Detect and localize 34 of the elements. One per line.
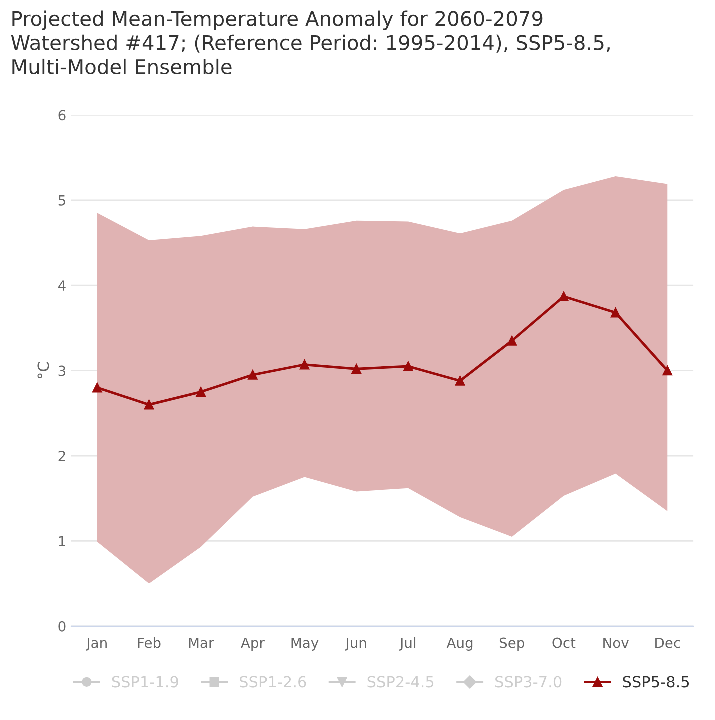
x-tick-label: Sep: [500, 638, 524, 651]
x-tick-label: Feb: [138, 638, 161, 648]
point: [196, 387, 206, 397]
y-tick-label: 6: [58, 110, 66, 121]
point: [144, 400, 154, 410]
point: [507, 336, 517, 346]
point: [352, 364, 362, 374]
y-tick-label: 3: [58, 366, 66, 376]
point: [404, 362, 414, 372]
y-tick-label: 2: [58, 450, 66, 462]
point: [610, 308, 621, 318]
point: [662, 366, 672, 376]
x-tick-label: Jan: [86, 638, 107, 651]
point: [559, 292, 569, 302]
point: [300, 360, 310, 370]
x-tick-label: Aug: [446, 638, 473, 651]
x-tick-label: May: [292, 638, 319, 651]
x-tick-label: Jul: [399, 638, 416, 651]
y-tick-label: 5: [58, 196, 66, 206]
y-tick-label: 1: [59, 536, 66, 546]
x-tick-label: Oct: [552, 638, 576, 648]
point: [455, 376, 466, 386]
y-axis-title: °C: [38, 362, 50, 378]
y-tick-label: 0: [58, 621, 66, 632]
x-tick-label: Dec: [656, 638, 680, 648]
legend-label: SSP5-8.5: [623, 676, 690, 688]
point: [248, 370, 258, 380]
x-tick-label: Mar: [189, 638, 214, 648]
x-tick-label: Apr: [241, 638, 265, 651]
point: [92, 382, 102, 393]
chart-title: Projected Mean-Temperature Anomaly for 2060-2079 Watershed #417; (Reference Period: 1995-2014), SSP5-8.5, Multi-Model Ensemble: [11, 10, 610, 75]
x-tick-label: Jun: [345, 638, 366, 651]
x-tick-label: Nov: [604, 638, 629, 648]
y-tick-label: 4: [58, 280, 66, 291]
